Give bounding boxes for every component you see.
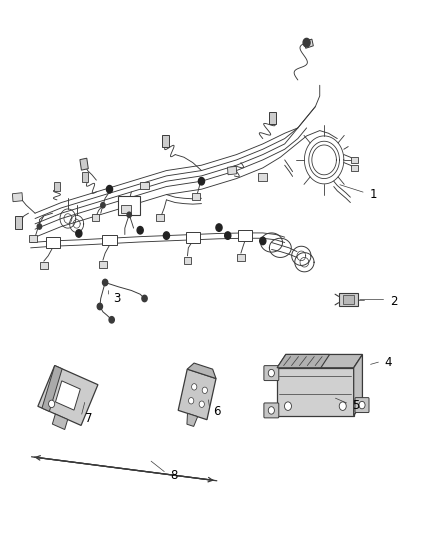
Circle shape xyxy=(303,38,310,47)
Text: 7: 7 xyxy=(85,412,92,425)
Bar xyxy=(102,235,117,245)
Bar xyxy=(82,172,88,182)
Bar xyxy=(192,192,200,199)
Bar xyxy=(343,295,354,304)
Polygon shape xyxy=(56,381,80,410)
Circle shape xyxy=(142,295,147,302)
Bar xyxy=(46,237,60,248)
Bar xyxy=(304,39,313,49)
Circle shape xyxy=(339,402,346,410)
Circle shape xyxy=(202,387,208,393)
Circle shape xyxy=(127,212,131,217)
Text: 6: 6 xyxy=(213,405,221,418)
Bar xyxy=(269,112,276,124)
Bar xyxy=(121,205,131,213)
FancyBboxPatch shape xyxy=(355,398,369,413)
Circle shape xyxy=(188,398,194,404)
Bar xyxy=(238,230,252,241)
Circle shape xyxy=(198,177,205,185)
Bar xyxy=(339,293,358,306)
Circle shape xyxy=(49,400,55,408)
Bar xyxy=(29,235,37,242)
Polygon shape xyxy=(277,354,329,368)
Bar xyxy=(227,166,237,175)
Circle shape xyxy=(268,407,274,414)
FancyBboxPatch shape xyxy=(264,366,279,381)
Bar xyxy=(184,256,191,263)
Text: 1: 1 xyxy=(370,188,378,201)
Bar xyxy=(351,165,358,171)
Bar xyxy=(15,215,22,229)
Circle shape xyxy=(163,232,170,239)
Circle shape xyxy=(216,224,222,231)
Bar xyxy=(258,173,267,181)
Bar xyxy=(54,182,60,191)
Bar xyxy=(99,261,107,268)
Circle shape xyxy=(285,402,292,410)
Text: 4: 4 xyxy=(385,356,392,369)
Bar xyxy=(162,135,169,147)
Circle shape xyxy=(97,303,102,310)
Text: 5: 5 xyxy=(353,399,360,411)
Bar xyxy=(140,182,149,189)
Bar xyxy=(80,158,88,170)
Polygon shape xyxy=(38,366,98,425)
Circle shape xyxy=(106,185,113,193)
Text: 3: 3 xyxy=(113,292,120,305)
FancyBboxPatch shape xyxy=(264,403,279,418)
Circle shape xyxy=(359,401,365,409)
Circle shape xyxy=(260,237,266,245)
Circle shape xyxy=(37,224,42,229)
Polygon shape xyxy=(187,414,198,426)
Polygon shape xyxy=(277,368,354,416)
Bar xyxy=(156,214,164,221)
Polygon shape xyxy=(53,414,68,430)
Text: 8: 8 xyxy=(170,469,177,482)
Bar xyxy=(92,214,99,221)
Bar xyxy=(118,196,140,215)
Polygon shape xyxy=(42,366,62,411)
Circle shape xyxy=(191,384,197,390)
Circle shape xyxy=(225,232,231,239)
Text: 2: 2 xyxy=(390,295,397,308)
Bar xyxy=(40,262,48,269)
Circle shape xyxy=(137,227,143,234)
Polygon shape xyxy=(277,354,362,368)
Polygon shape xyxy=(187,363,216,378)
Polygon shape xyxy=(354,354,362,416)
Bar xyxy=(12,193,23,201)
Bar xyxy=(351,157,358,163)
Bar xyxy=(186,232,200,243)
Circle shape xyxy=(102,279,108,286)
Circle shape xyxy=(76,230,82,237)
Circle shape xyxy=(268,369,274,377)
Circle shape xyxy=(101,203,105,208)
Polygon shape xyxy=(178,369,216,419)
Circle shape xyxy=(109,317,114,323)
Circle shape xyxy=(199,401,205,407)
Bar xyxy=(237,254,245,261)
